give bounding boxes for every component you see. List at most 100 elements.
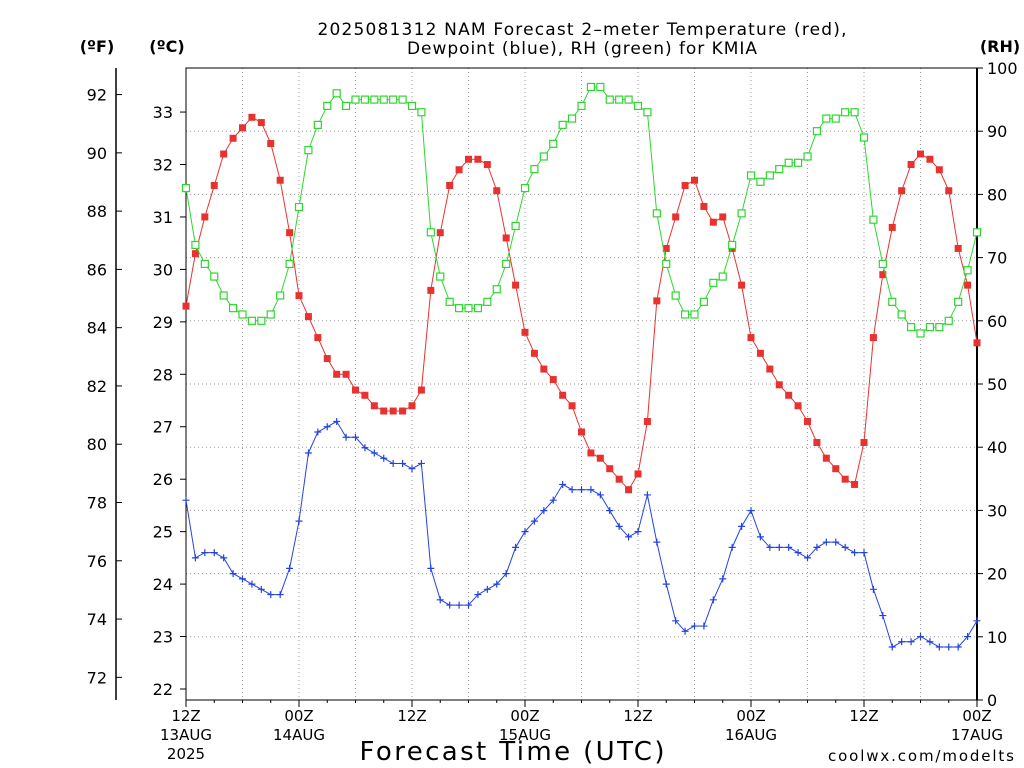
rh-point <box>709 278 718 287</box>
celsius-tick-label: 24 <box>153 575 173 594</box>
dewpoint-point <box>954 643 962 651</box>
rh-point <box>643 108 652 117</box>
temperature-point <box>408 402 416 410</box>
dewpoint-point <box>267 591 275 599</box>
dewpoint-point <box>851 549 859 557</box>
rh-point <box>285 259 294 269</box>
rh-point <box>963 266 972 275</box>
celsius-tick-label: 29 <box>153 313 173 332</box>
rh-point <box>304 146 313 155</box>
temperature-point <box>239 124 246 132</box>
rh-point <box>181 183 191 193</box>
rh-tick-label: 10 <box>987 628 1007 647</box>
celsius-tick-label: 31 <box>153 208 173 227</box>
temperature-point <box>860 438 868 446</box>
temperature-point <box>888 223 896 231</box>
series <box>181 82 982 651</box>
x-tick-label: 12Z <box>849 707 878 725</box>
dewpoint-point <box>907 638 915 646</box>
dewpoint-point <box>248 580 256 588</box>
dewpoint-point <box>794 549 802 557</box>
temperature-point <box>917 150 924 158</box>
rh-tick-label: 50 <box>987 375 1007 394</box>
dewpoint-point <box>926 638 934 646</box>
fahrenheit-tick-label: 76 <box>87 552 107 571</box>
temperature-point <box>257 119 265 127</box>
temperature-point <box>540 365 548 373</box>
temperature-point <box>210 181 218 189</box>
rh-point <box>379 95 388 104</box>
temperature-point <box>700 202 708 210</box>
rh-point <box>294 202 304 212</box>
temperature-point <box>898 187 906 195</box>
dewpoint-point <box>286 564 294 572</box>
rh-point <box>417 108 426 117</box>
celsius-tick-label: 32 <box>153 156 173 175</box>
x-tick-label: 2025 <box>167 745 205 763</box>
rh-point <box>718 272 727 281</box>
dewpoint-point <box>643 491 651 499</box>
dewpoint-point <box>512 543 520 551</box>
x-tick-label: 00Z <box>962 707 991 725</box>
dewpoint-point <box>841 543 849 551</box>
dewpoint-point <box>521 528 529 536</box>
rh-point <box>916 329 925 338</box>
rh-point <box>671 291 680 300</box>
x-tick-label: 16AUG <box>725 726 777 744</box>
temperature-point <box>370 402 378 410</box>
temperature-point <box>465 155 472 163</box>
rh-point <box>219 291 228 300</box>
rh-point <box>549 139 558 148</box>
chart-title-line-1: 2025081312 NAM Forecast 2–meter Temperat… <box>318 20 847 40</box>
dewpoint-point <box>229 570 237 578</box>
dewpoint-point <box>483 585 491 593</box>
temperature-point <box>775 381 783 389</box>
temperature-point <box>756 349 764 357</box>
temperature-point <box>822 454 830 462</box>
temperature-point <box>521 328 529 336</box>
dewpoint-point <box>860 549 868 557</box>
dewpoint-point <box>342 433 350 441</box>
temperature-point <box>417 386 425 394</box>
temperature-point <box>295 292 303 300</box>
temperature-series <box>182 113 981 494</box>
dewpoint-point <box>436 596 444 604</box>
dewpoint-point <box>314 428 322 436</box>
dewpoint-point <box>474 591 482 599</box>
rh-point <box>680 310 690 319</box>
fahrenheit-tick-label: 90 <box>87 144 107 163</box>
credit-link: coolwx.com/modelts <box>828 747 1014 765</box>
dewpoint-point <box>210 549 218 557</box>
rh-point <box>925 323 935 332</box>
temperature-point <box>832 465 840 473</box>
dewpoint-point <box>775 543 783 551</box>
fahrenheit-axis-unit: (ºF) <box>80 37 115 56</box>
x-tick-label: 13AUG <box>160 726 212 744</box>
fahrenheit-tick-label: 80 <box>87 435 107 454</box>
celsius-tick-label: 25 <box>153 523 173 542</box>
dewpoint-point <box>700 622 708 630</box>
temperature-point <box>681 181 689 189</box>
rh-point <box>210 272 219 281</box>
rh-point <box>662 259 671 269</box>
rh-point <box>238 310 247 319</box>
rh-point <box>756 177 765 186</box>
rh-point <box>897 310 906 319</box>
temperature-point <box>342 370 350 378</box>
rh-point <box>869 215 878 224</box>
temperature-point <box>954 244 962 252</box>
rh-point <box>567 114 577 123</box>
rh-point <box>822 114 831 123</box>
dewpoint-point <box>427 564 435 572</box>
dewpoint-point <box>766 543 774 551</box>
fahrenheit-tick-label: 84 <box>87 319 107 338</box>
temperature-point <box>436 229 444 237</box>
celsius-tick-label: 28 <box>153 365 173 384</box>
temperature-point <box>512 281 520 289</box>
dewpoint-point <box>333 418 341 425</box>
temperature-point <box>709 218 717 226</box>
rh-point <box>191 240 200 250</box>
rh-point <box>906 323 916 332</box>
temperature-point <box>926 155 934 163</box>
